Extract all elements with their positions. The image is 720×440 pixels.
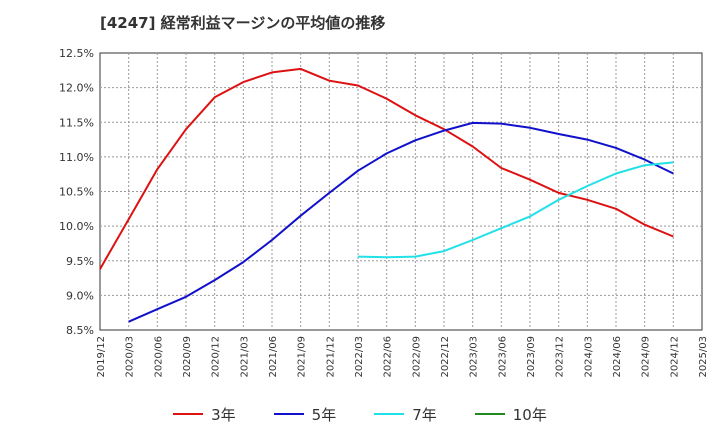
x-tick-label: 2022/09	[411, 336, 422, 378]
x-tick-label: 2024/09	[641, 336, 652, 378]
legend-item-3y: 3年	[173, 404, 236, 425]
x-tick-label: 2020/09	[182, 336, 193, 378]
x-tick-label: 2022/06	[383, 336, 394, 378]
legend-label-5y: 5年	[311, 405, 337, 424]
y-tick-label: 11.0%	[59, 151, 94, 164]
series-line-1	[128, 121, 674, 323]
legend-item-5y: 5年	[273, 404, 337, 425]
x-tick-label: 2024/03	[583, 336, 594, 378]
legend-swatch-7y	[374, 413, 405, 415]
series-line-2	[357, 161, 674, 259]
grid-lines	[99, 52, 703, 331]
x-tick-label: 2024/06	[612, 336, 623, 378]
x-tick-label: 2022/12	[440, 336, 451, 378]
legend-label-10y: 10年	[512, 405, 547, 424]
y-tick-label: 10.5%	[59, 186, 94, 199]
series-line-0	[99, 67, 674, 270]
x-tick-label: 2023/12	[555, 336, 566, 378]
x-tick-label: 2021/12	[325, 336, 336, 378]
y-tick-label: 11.5%	[59, 116, 94, 129]
legend-swatch-3y	[173, 413, 204, 415]
x-tick-label: 2023/09	[526, 336, 537, 378]
x-tick-label: 2020/06	[153, 336, 164, 378]
y-tick-label: 9.5%	[66, 255, 94, 268]
legend-label-3y: 3年	[211, 405, 236, 424]
axes: 8.5% 9.0% 9.5% 10.0% 10.5% 11.0% 11.5% 12.0% 12.…	[59, 47, 709, 378]
x-tick-label: 2021/09	[297, 336, 308, 378]
x-tick-label: 2020/12	[211, 336, 222, 378]
x-tick-label: 2022/03	[354, 336, 365, 378]
legend-item-7y: 7年	[374, 404, 437, 425]
series-lines	[99, 67, 674, 323]
x-tick-label: 2025/03	[698, 336, 709, 378]
y-tick-label: 12.0%	[59, 82, 94, 95]
y-tick-label: 8.5%	[66, 324, 94, 337]
legend: 3年 5年 7年 10年	[0, 402, 720, 426]
x-tick-label: 2023/03	[469, 336, 480, 378]
y-tick-label: 10.0%	[59, 220, 94, 233]
legend-label-7y: 7年	[412, 405, 437, 424]
x-tick-label: 2021/06	[268, 336, 279, 378]
legend-swatch-10y	[474, 413, 505, 415]
x-tick-label: 2021/03	[239, 336, 250, 378]
y-tick-label: 12.5%	[59, 47, 94, 60]
x-tick-label: 2024/12	[669, 336, 680, 378]
chart-title: [4247] 経常利益マージンの平均値の推移	[100, 14, 386, 32]
legend-swatch-5y	[273, 413, 304, 415]
x-tick-label: 2023/06	[497, 336, 508, 378]
legend-item-10y: 10年	[474, 404, 547, 425]
x-tick-label: 2019/12	[96, 336, 107, 378]
y-tick-label: 9.0%	[66, 289, 94, 302]
x-tick-label: 2020/03	[125, 336, 136, 378]
